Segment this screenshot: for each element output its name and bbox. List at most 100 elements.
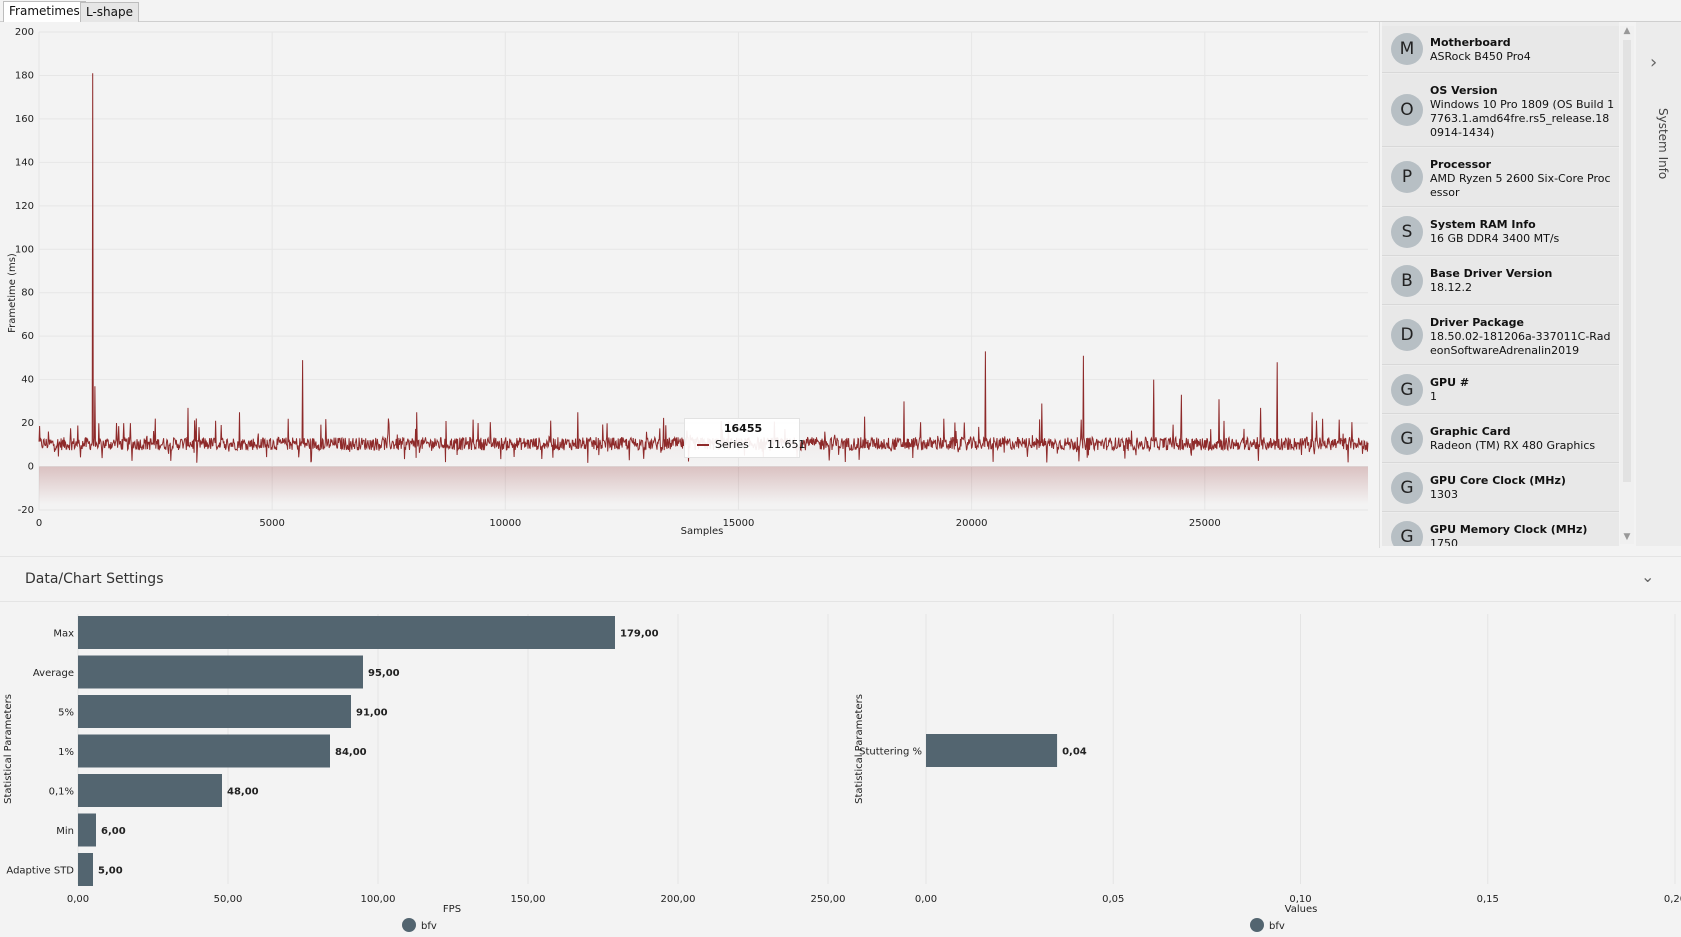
sysinfo-title: Base Driver Version [1430, 267, 1553, 280]
sysinfo-item-os-version[interactable]: O OS Version Windows 10 Pro 1809 (OS Bui… [1382, 74, 1619, 147]
x-tick-label: 10000 [489, 518, 521, 529]
bar[interactable] [926, 734, 1058, 767]
tab-bar: Frametimes L-shape [0, 0, 1681, 23]
bar-value-label: 48,00 [227, 787, 259, 798]
sysinfo-item-driver-package[interactable]: D Driver Package 18.50.02-181206a-337011… [1382, 306, 1619, 365]
y-tick-label: 20 [21, 418, 34, 429]
sysinfo-item-gpu-core-clock[interactable]: G GPU Core Clock (MHz) 1303 [1382, 464, 1619, 512]
sysinfo-item-system-ram[interactable]: S System RAM Info 16 GB DDR4 3400 MT/s [1382, 208, 1619, 256]
chevron-down-icon[interactable]: ⌄ [1641, 567, 1655, 586]
bar-category-label: Adaptive STD [6, 866, 74, 877]
scroll-down-arrow-icon[interactable]: ▼ [1623, 532, 1631, 542]
x-tick-label: 150,00 [511, 894, 546, 905]
avatar: G [1391, 520, 1423, 546]
tab-frametimes[interactable]: Frametimes [3, 1, 86, 23]
sysinfo-title: Motherboard [1430, 36, 1511, 49]
stuttering-bar-chart: 0,00 0,05 0,10 0,15 0,20 Stuttering % 0,04 Stat… [854, 614, 1681, 932]
tooltip-series-name: Series [715, 438, 749, 451]
x-tick-label: 200,00 [661, 894, 696, 905]
sysinfo-item-base-driver[interactable]: B Base Driver Version 18.12.2 [1382, 257, 1619, 305]
tooltip-series-value: 11.651 [767, 438, 806, 451]
sysinfo-title: OS Version [1430, 84, 1498, 97]
avatar: B [1391, 264, 1423, 297]
tab-l-shape[interactable]: L-shape [80, 2, 140, 22]
y-tick-label: 60 [21, 331, 34, 342]
bar[interactable] [78, 853, 93, 886]
scrollbar-thumb[interactable] [1623, 40, 1631, 482]
x-tick-label: 5000 [259, 518, 284, 529]
sysinfo-title: System RAM Info [1430, 218, 1536, 231]
sysinfo-item-graphic-card[interactable]: G Graphic Card Radeon (TM) RX 480 Graphi… [1382, 415, 1619, 463]
sysinfo-title: GPU Core Clock (MHz) [1430, 474, 1566, 487]
bar-value-label: 91,00 [356, 708, 388, 719]
system-info-tab-label: System Info [1656, 108, 1670, 180]
x-tick-label: 0,00 [67, 894, 89, 905]
sysinfo-item-motherboard[interactable]: M Motherboard ASRock B450 Pro4 [1382, 26, 1619, 73]
y-axis-label: Statistical Parameters [3, 694, 14, 804]
bar[interactable] [78, 655, 363, 689]
chevron-right-icon[interactable]: › [1650, 52, 1658, 73]
sysinfo-item-processor[interactable]: P Processor AMD Ryzen 5 2600 Six-Core Pr… [1382, 148, 1619, 207]
sysinfo-value: 1303 [1430, 488, 1458, 501]
y-tick-label: -20 [18, 505, 34, 516]
bar-category-label: Average [33, 668, 74, 679]
sysinfo-item-gpu-memory-clock[interactable]: G GPU Memory Clock (MHz) 1750 [1382, 513, 1619, 546]
bar[interactable] [78, 774, 222, 807]
legend-label[interactable]: bfv [1269, 921, 1285, 932]
legend-swatch-icon[interactable] [1250, 918, 1264, 932]
sysinfo-value: Radeon (TM) RX 480 Graphics [1430, 439, 1596, 452]
x-tick-label: 0,15 [1477, 894, 1499, 905]
legend-label[interactable]: bfv [421, 921, 437, 932]
bar-value-label: 179,00 [620, 629, 659, 640]
tooltip-title: 16455 [723, 422, 763, 435]
bar-category-label: Min [56, 826, 74, 837]
sysinfo-item-gpu-number[interactable]: G GPU # 1 [1382, 366, 1619, 414]
fps-bar-chart: 0,00 50,00 100,00 150,00 200,00 250,00 Max 179,… [3, 614, 846, 932]
frametime-area-fade [39, 466, 1368, 504]
data-chart-settings-header[interactable]: Data/Chart Settings ⌄ [0, 556, 1681, 602]
x-tick-label: 20000 [956, 518, 988, 529]
avatar: O [1391, 94, 1423, 126]
y-tick-label: 140 [15, 157, 34, 168]
x-tick-label: 0,05 [1102, 894, 1124, 905]
bar-category-label: 5% [58, 708, 74, 719]
x-tick-label: 25000 [1189, 518, 1221, 529]
x-tick-label: 250,00 [811, 894, 846, 905]
y-tick-label: 40 [21, 375, 34, 386]
y-tick-label: 120 [15, 201, 34, 212]
frametime-chart-panel[interactable]: -20 0 20 40 60 80 100 120 140 160 180 200 0 5000 10000… [0, 22, 1380, 548]
bar-value-label: 6,00 [101, 826, 126, 837]
bar[interactable] [78, 813, 96, 847]
sysinfo-title: Graphic Card [1430, 425, 1511, 438]
bar[interactable] [78, 734, 330, 768]
x-axis-label: Values [1285, 904, 1318, 915]
sysinfo-value: Windows 10 Pro 1809 (OS Build 17763.1.am… [1430, 98, 1615, 139]
chart-tooltip: 16455 Series 11.651 [684, 418, 806, 458]
avatar: P [1391, 161, 1423, 193]
bar[interactable] [78, 695, 351, 728]
sysinfo-value: AMD Ryzen 5 2600 Six-Core Processor [1430, 172, 1611, 199]
sysinfo-title: Processor [1430, 158, 1492, 171]
tooltip-series-swatch [697, 444, 709, 446]
y-tick-label: 0 [28, 462, 34, 473]
frametime-area [39, 73, 1368, 467]
bar-value-label: 84,00 [335, 747, 367, 758]
bar[interactable] [78, 616, 615, 649]
sysinfo-value: 1 [1430, 390, 1437, 403]
bar-value-label: 0,04 [1062, 747, 1087, 758]
y-axis-label: Statistical Parameters [854, 694, 865, 804]
frametime-series-line [38, 73, 1369, 463]
x-tick-label: 100,00 [361, 894, 396, 905]
avatar: D [1391, 319, 1423, 351]
system-info-list[interactable]: M Motherboard ASRock B450 Pro4 O OS Vers… [1382, 22, 1619, 546]
system-info-side-tab[interactable]: › System Info [1636, 22, 1681, 546]
legend-swatch-icon[interactable] [402, 918, 416, 932]
scroll-up-arrow-icon[interactable]: ▲ [1623, 26, 1631, 36]
sysinfo-scrollbar[interactable]: ▲ ▼ [1620, 26, 1634, 544]
x-tick-label: 0,10 [1289, 894, 1311, 905]
avatar: G [1391, 471, 1423, 504]
y-tick-label: 200 [15, 27, 34, 38]
sysinfo-title: GPU # [1430, 376, 1470, 389]
avatar: G [1391, 373, 1423, 406]
